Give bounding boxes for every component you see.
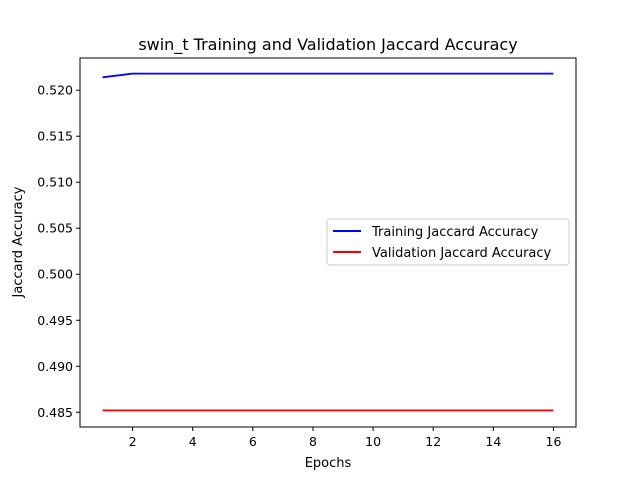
x-tick-label: 16 [546, 434, 562, 449]
y-tick-label: 0.500 [37, 267, 73, 282]
y-tick-label: 0.520 [37, 83, 73, 98]
y-tick-label: 0.495 [37, 313, 73, 328]
chart-title: swin_t Training and Validation Jaccard A… [138, 35, 517, 55]
x-tick-label: 8 [309, 434, 317, 449]
x-tick-label: 12 [425, 434, 441, 449]
x-axis-label: Epochs [305, 456, 352, 471]
legend-label-training: Training Jaccard Accuracy [371, 225, 539, 240]
y-tick-label: 0.510 [37, 175, 73, 190]
y-tick-label: 0.490 [37, 359, 73, 374]
ticks-layer: 2 4 6 8 10 12 14 16 0.485 0.490 0.495 0.500 0.505 0.5… [37, 83, 561, 449]
series-layer [102, 72, 554, 412]
training-accuracy-line [102, 72, 554, 79]
legend-label-validation: Validation Jaccard Accuracy [372, 246, 552, 261]
y-tick-label: 0.515 [37, 129, 73, 144]
x-tick-label: 2 [129, 434, 137, 449]
x-tick-label: 10 [365, 434, 381, 449]
legend-box [326, 218, 570, 266]
x-tick-label: 4 [189, 434, 197, 449]
x-tick-label: 6 [249, 434, 257, 449]
x-tick-label: 14 [485, 434, 501, 449]
plot-frame [79, 57, 577, 428]
legend: Training Jaccard Accuracy Validation Jac… [326, 218, 570, 266]
y-axis-label: Jaccard Accuracy [11, 186, 26, 298]
y-tick-label: 0.485 [37, 405, 73, 420]
y-tick-label: 0.505 [37, 221, 73, 236]
